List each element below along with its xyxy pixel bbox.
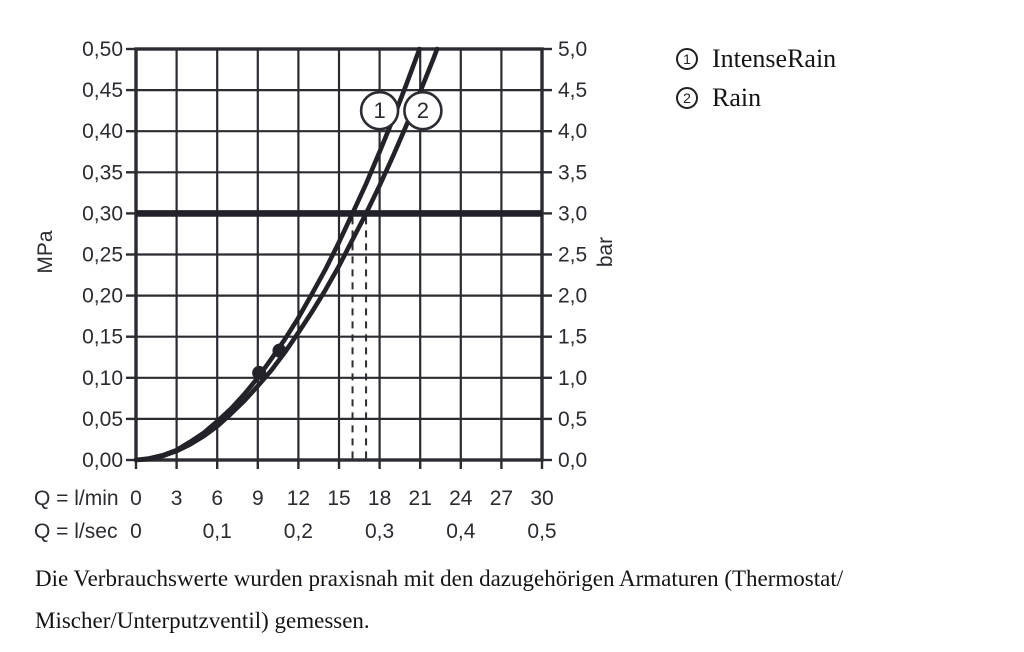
legend-marker-2-icon: 2 xyxy=(676,87,698,109)
y-left-tick-label: 0,05 xyxy=(82,408,123,431)
legend-item-rain: 2 Rain xyxy=(676,85,836,111)
legend-marker-2-number: 2 xyxy=(683,90,691,106)
y-right-tick-label: 2,5 xyxy=(558,244,587,267)
caption: Die Verbrauchswerte wurden praxisnah mit… xyxy=(35,558,965,642)
caption-line-2: Mischer/Unterputzventil) gemessen. xyxy=(35,608,370,633)
y-left-tick-label: 0,50 xyxy=(82,38,123,61)
x-lsec-tick-label: 0 xyxy=(130,520,142,543)
x-lmin-tick-label: 21 xyxy=(409,487,432,510)
y-right-tick-label: 3,5 xyxy=(558,161,587,184)
x-lsec-tick-label: 0,2 xyxy=(284,520,313,543)
legend-marker-1-number: 1 xyxy=(683,51,691,67)
curve-rain xyxy=(133,46,440,463)
dashed-flow-lines xyxy=(351,217,368,460)
y-right-tick-label: 2,0 xyxy=(558,285,587,308)
chart-grid xyxy=(134,47,544,462)
x-lsec-tick-label: 0,4 xyxy=(446,520,476,543)
x-lmin-tick-label: 9 xyxy=(252,487,264,510)
y-right-tick-label: 1,0 xyxy=(558,367,587,390)
y-left-tick-label: 0,35 xyxy=(82,161,123,184)
y-left-tick-label: 0,10 xyxy=(82,367,123,390)
y-left-tick-label: 0,00 xyxy=(82,449,123,472)
x-lmin-tick-label: 15 xyxy=(327,487,350,510)
y-right-tick-label: 0,5 xyxy=(558,408,587,431)
curve-label-number-1: 1 xyxy=(373,98,385,123)
y-right-tick-label: 4,0 xyxy=(558,120,587,143)
x-lmin-tick-label: 3 xyxy=(171,487,183,510)
x-lsec-tick-label: 0,1 xyxy=(203,520,232,543)
y-right-unit-bar: bar xyxy=(594,237,617,267)
x-lmin-tick-label: 6 xyxy=(211,487,223,510)
x-lmin-tick-label: 30 xyxy=(530,487,553,510)
x-lmin-tick-label: 27 xyxy=(490,487,513,510)
y-right-tick-label: 1,5 xyxy=(558,326,587,349)
y-left-tick-label: 0,40 xyxy=(82,120,123,143)
curve-label-circle-2 xyxy=(403,90,443,131)
x-lmin-tick-label: 12 xyxy=(287,487,310,510)
y-left-tick-label: 0,20 xyxy=(82,285,123,308)
x-lsec-tick-label: 0,3 xyxy=(365,520,394,543)
y-left-tick-label: 0,45 xyxy=(82,79,123,102)
y-right-tick-label: 0,0 xyxy=(558,449,587,472)
measured-point-dot xyxy=(272,343,287,358)
y-right-tick-label: 3,0 xyxy=(558,202,587,225)
measured-point-dot xyxy=(252,365,267,380)
chart-axis-labels: 0,500,450,400,350,300,250,200,150,100,05… xyxy=(34,38,617,543)
y-right-tick-label: 4,5 xyxy=(558,79,587,102)
y-left-tick-label: 0,25 xyxy=(82,244,123,267)
curve-label-number-2: 2 xyxy=(417,98,429,123)
measured-points xyxy=(252,343,287,380)
y-right-tick-label: 5,0 xyxy=(558,38,587,61)
x-axis-unit-lmin: Q = l/min xyxy=(34,487,119,510)
x-lmin-tick-label: 24 xyxy=(449,487,473,510)
x-lsec-tick-label: 0,5 xyxy=(527,520,556,543)
legend-label-rain: Rain xyxy=(712,83,762,112)
y-left-tick-label: 0,30 xyxy=(82,202,123,225)
curve-label-circle-1 xyxy=(359,90,400,131)
legend-label-intenserain: IntenseRain xyxy=(712,44,837,73)
caption-line-1: Die Verbrauchswerte wurden praxisnah mit… xyxy=(35,566,844,591)
legend-item-intenserain: 1 IntenseRain xyxy=(676,46,836,72)
x-lmin-tick-label: 0 xyxy=(130,487,142,510)
chart-ticks xyxy=(126,47,552,469)
x-axis-unit-lsec: Q = l/sec xyxy=(34,520,117,543)
legend: 1 IntenseRain 2 Rain xyxy=(676,46,836,111)
y-left-tick-label: 0,15 xyxy=(82,326,123,349)
y-left-unit-mpa: MPa xyxy=(34,230,57,274)
legend-marker-1-icon: 1 xyxy=(676,48,698,70)
x-lmin-tick-label: 18 xyxy=(368,487,391,510)
